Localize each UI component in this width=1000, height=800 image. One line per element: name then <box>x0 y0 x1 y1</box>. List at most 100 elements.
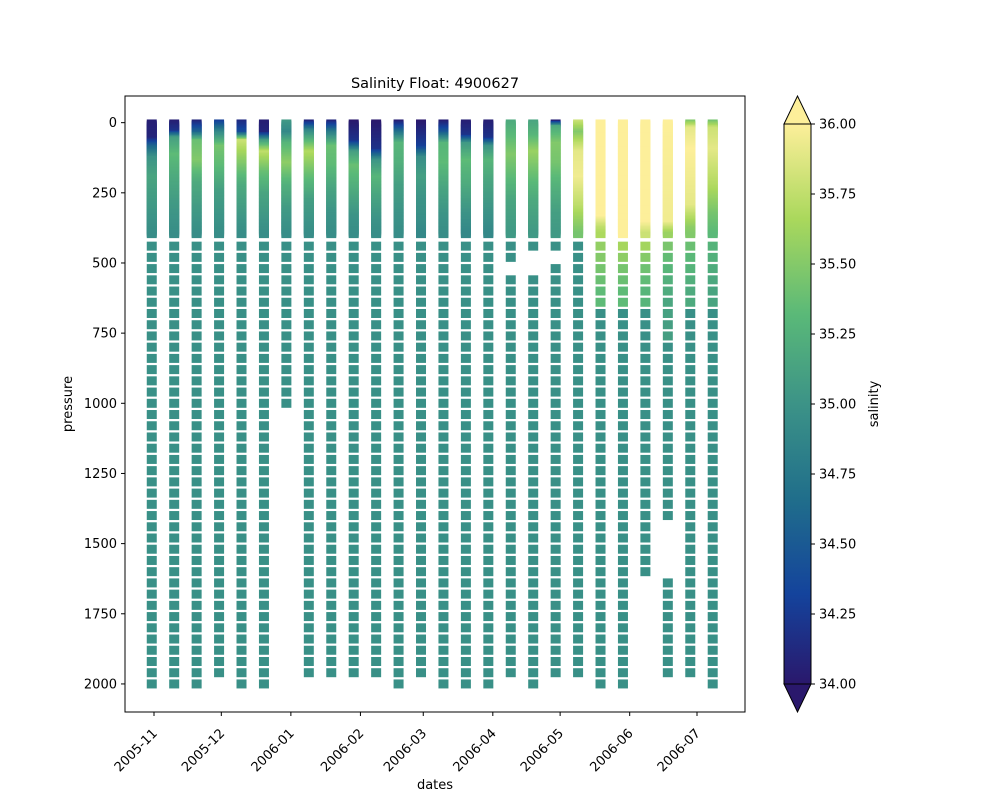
sample-marker <box>438 398 449 408</box>
sample-marker <box>416 645 427 655</box>
sample-marker <box>326 656 337 666</box>
sample-marker <box>258 432 269 442</box>
sample-marker <box>550 499 561 509</box>
sample-marker <box>371 645 382 655</box>
sample-marker <box>191 454 202 464</box>
sample-marker <box>685 275 696 285</box>
sample-marker <box>505 331 516 341</box>
sample-marker <box>483 241 494 251</box>
sample-marker <box>640 376 651 386</box>
sample-marker <box>528 544 539 554</box>
sample-marker <box>662 320 673 330</box>
sample-marker <box>371 342 382 352</box>
sample-marker <box>595 432 606 442</box>
sample-marker <box>393 353 404 363</box>
sample-marker <box>393 679 404 689</box>
sample-marker <box>258 589 269 599</box>
profile-2006-04-29 <box>550 119 561 678</box>
sample-marker <box>438 600 449 610</box>
sample-marker <box>371 264 382 274</box>
sample-marker <box>326 589 337 599</box>
sample-marker <box>483 231 494 239</box>
sample-marker <box>528 589 539 599</box>
sample-marker <box>662 600 673 610</box>
sample-marker <box>595 488 606 498</box>
sample-marker <box>303 432 314 442</box>
sample-marker <box>460 567 471 577</box>
sample-marker <box>191 264 202 274</box>
sample-marker <box>393 275 404 285</box>
sample-marker <box>236 612 247 622</box>
sample-marker <box>214 275 225 285</box>
sample-marker <box>416 264 427 274</box>
sample-marker <box>258 578 269 588</box>
sample-marker <box>236 477 247 487</box>
sample-marker <box>258 410 269 420</box>
profile-2006-07-08 <box>707 119 718 689</box>
sample-marker <box>483 432 494 442</box>
sample-marker <box>348 264 359 274</box>
sample-marker <box>573 454 584 464</box>
sample-marker <box>348 421 359 431</box>
sample-marker <box>258 421 269 431</box>
sample-marker <box>348 623 359 633</box>
sample-marker <box>348 522 359 532</box>
sample-marker <box>550 308 561 318</box>
sample-marker <box>707 466 718 476</box>
sample-marker <box>214 488 225 498</box>
sample-marker <box>685 499 696 509</box>
sample-marker <box>573 353 584 363</box>
sample-marker <box>348 331 359 341</box>
sample-marker <box>640 331 651 341</box>
sample-marker <box>169 398 180 408</box>
sample-marker <box>707 454 718 464</box>
sample-marker <box>550 522 561 532</box>
sample-marker <box>707 241 718 251</box>
sample-marker <box>528 477 539 487</box>
sample-marker <box>573 376 584 386</box>
sample-marker <box>303 511 314 521</box>
sample-marker <box>303 544 314 554</box>
sample-marker <box>573 488 584 498</box>
sample-marker <box>214 466 225 476</box>
sample-marker <box>281 286 292 296</box>
sample-marker <box>214 477 225 487</box>
sample-marker <box>214 589 225 599</box>
sample-marker <box>550 477 561 487</box>
sample-marker <box>146 533 157 543</box>
sample-marker <box>617 365 628 375</box>
sample-marker <box>393 297 404 307</box>
sample-marker <box>348 398 359 408</box>
sample-marker <box>528 387 539 397</box>
sample-marker <box>416 421 427 431</box>
sample-marker <box>146 252 157 262</box>
sample-marker <box>640 264 651 274</box>
sample-marker <box>393 567 404 577</box>
sample-marker <box>371 466 382 476</box>
sample-marker <box>483 477 494 487</box>
sample-marker <box>595 645 606 655</box>
sample-marker <box>550 297 561 307</box>
sample-marker <box>348 589 359 599</box>
sample-marker <box>348 443 359 453</box>
sample-marker <box>438 410 449 420</box>
sample-marker <box>169 578 180 588</box>
x-tick-label: 2006-06 <box>587 726 636 775</box>
sample-marker <box>236 600 247 610</box>
sample-marker <box>169 589 180 599</box>
sample-marker <box>505 443 516 453</box>
sample-marker <box>303 555 314 565</box>
sample-marker <box>707 511 718 521</box>
sample-marker <box>483 376 494 386</box>
sample-marker <box>595 600 606 610</box>
sample-marker <box>169 567 180 577</box>
sample-marker <box>707 331 718 341</box>
sample-marker <box>707 286 718 296</box>
sample-marker <box>595 511 606 521</box>
sample-marker <box>460 634 471 644</box>
sample-marker <box>258 443 269 453</box>
sample-marker <box>393 432 404 442</box>
sample-marker <box>281 297 292 307</box>
sample-marker <box>393 387 404 397</box>
colorbar-label: salinity <box>867 380 882 427</box>
